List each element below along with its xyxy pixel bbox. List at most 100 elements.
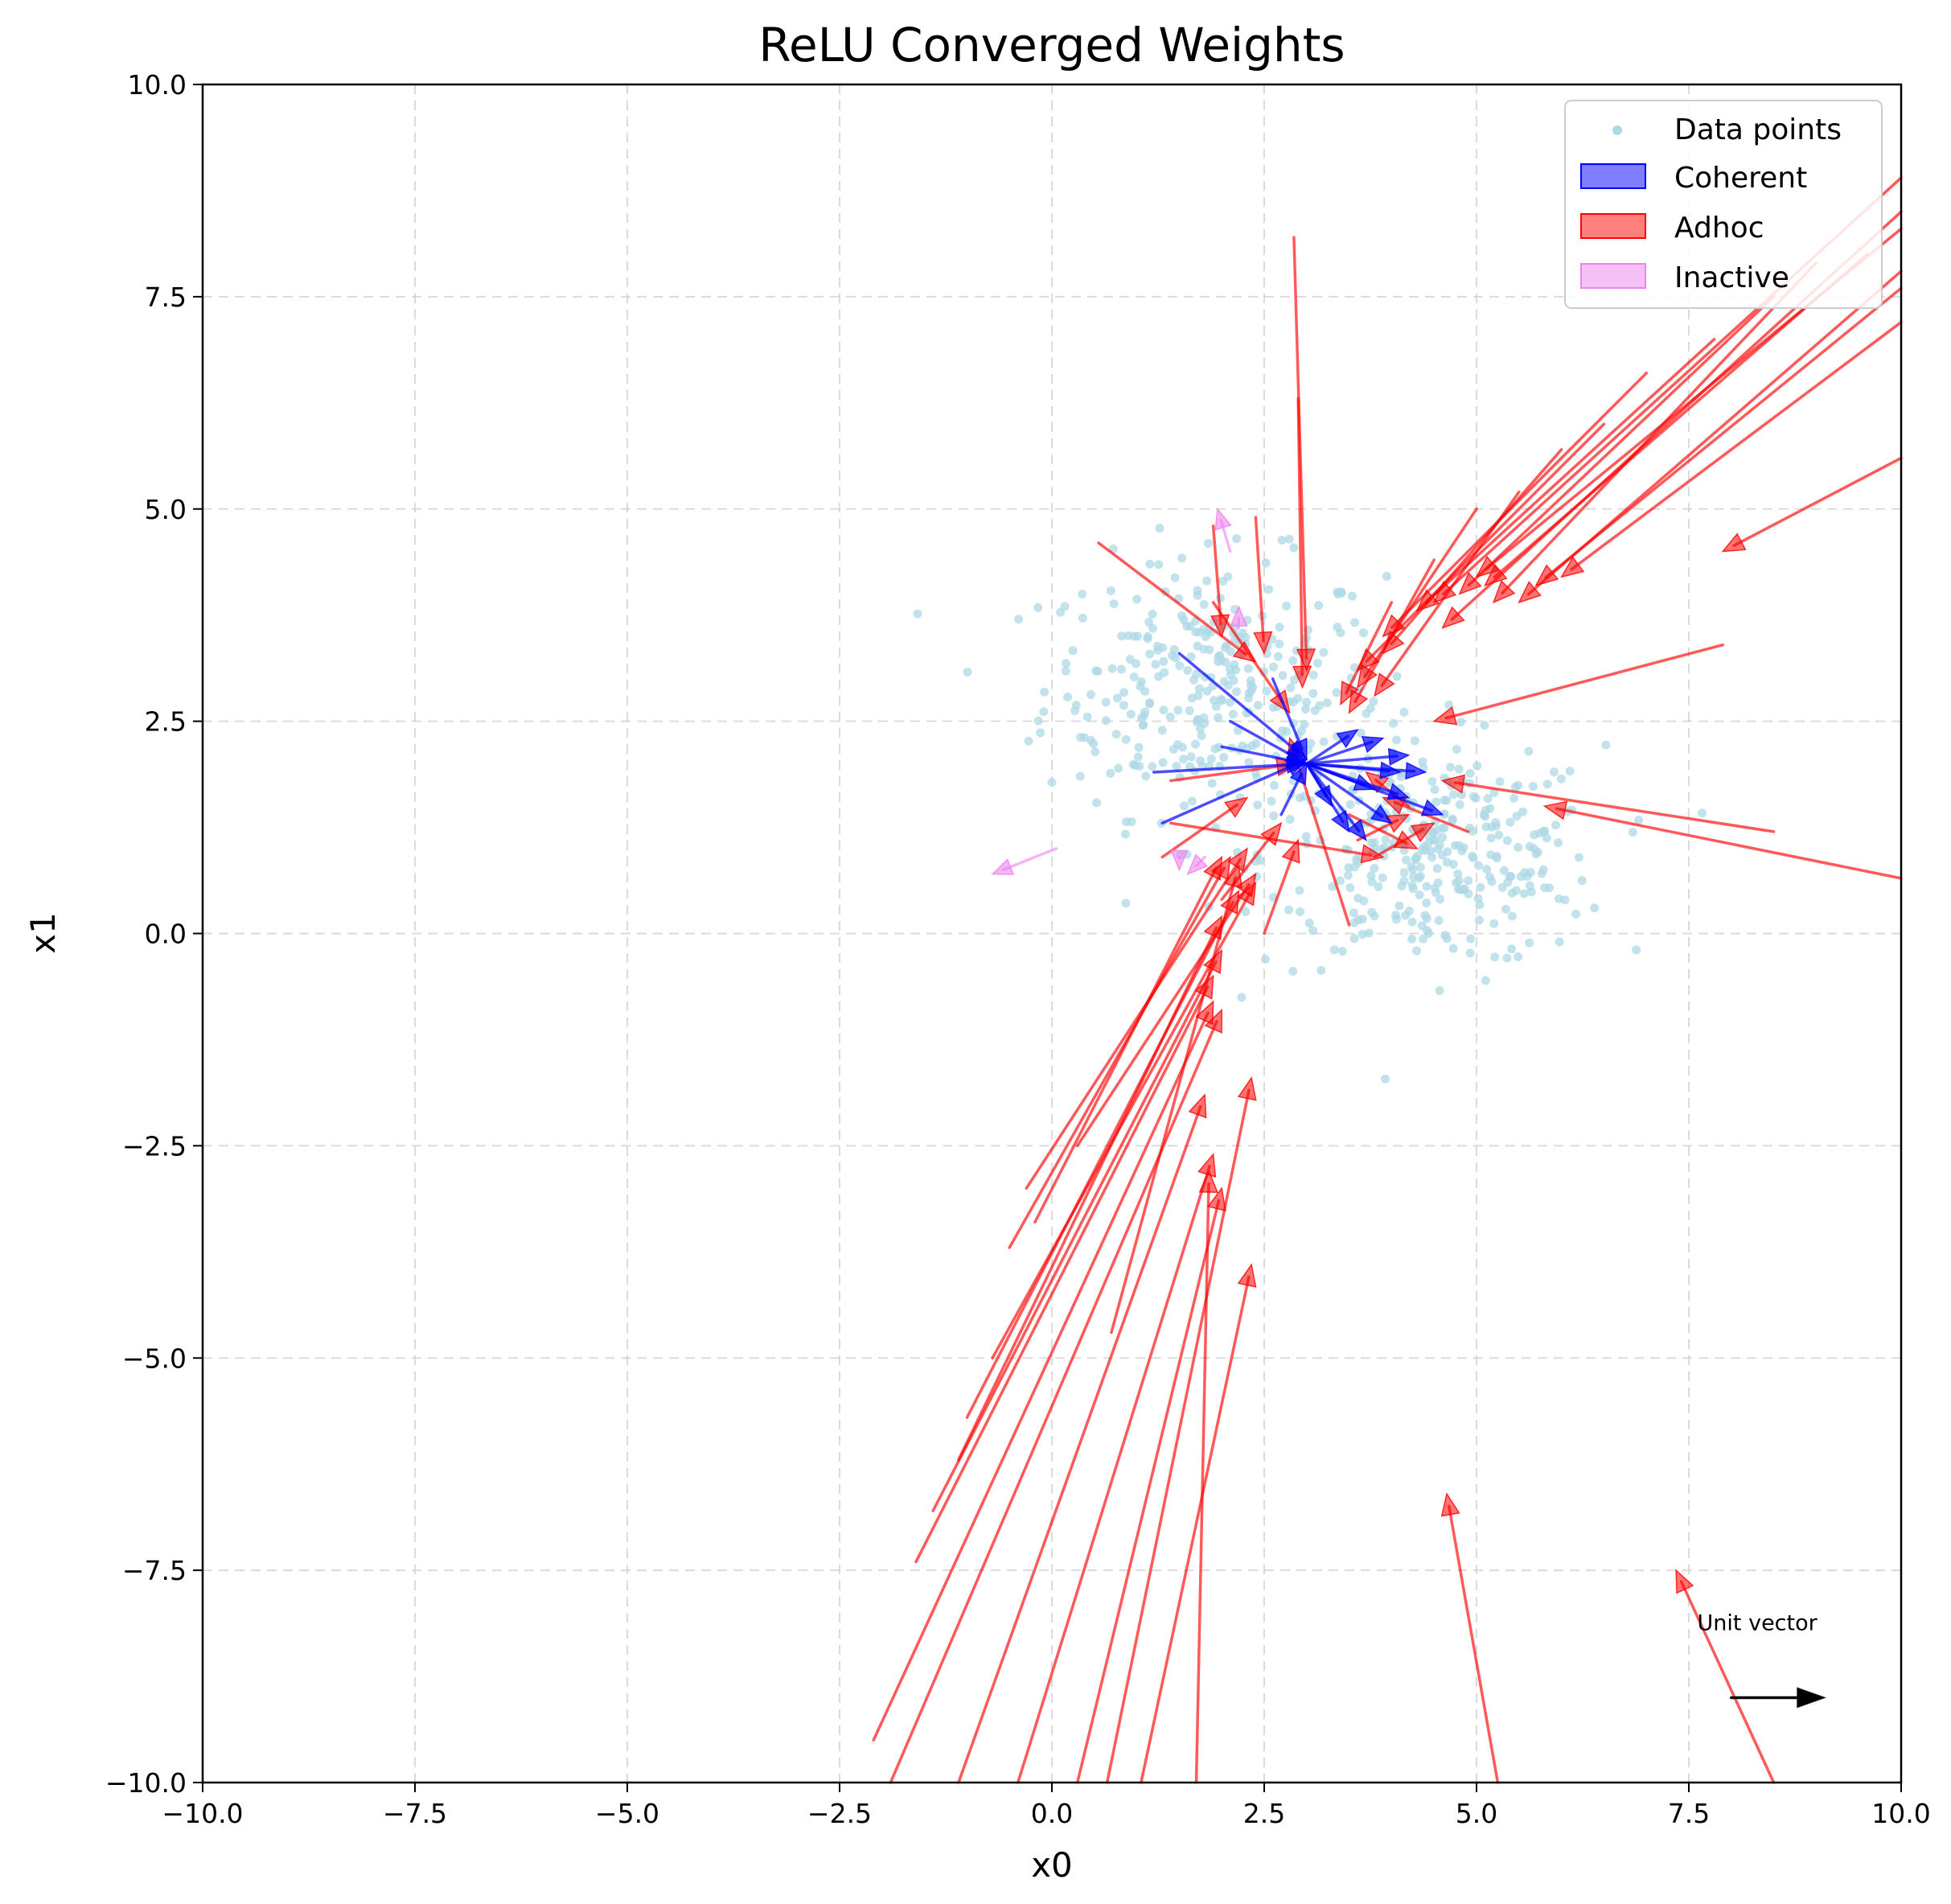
data-point	[1063, 693, 1073, 702]
data-point	[1237, 993, 1247, 1002]
data-point	[1351, 855, 1361, 865]
data-point	[1014, 615, 1024, 624]
data-point	[1415, 890, 1424, 900]
data-point	[1446, 763, 1456, 772]
data-point	[1505, 817, 1515, 827]
data-point	[1179, 801, 1189, 811]
legend-label-adhoc: Adhoc	[1674, 212, 1764, 245]
data-point	[1225, 697, 1234, 707]
data-point	[1036, 728, 1045, 738]
data-point	[1419, 934, 1428, 944]
data-point	[1101, 697, 1111, 707]
data-point	[1151, 660, 1160, 669]
data-point	[1474, 861, 1484, 870]
data-point	[1141, 771, 1151, 781]
data-point	[913, 609, 922, 619]
data-point	[1530, 830, 1539, 840]
unit-vector-annotation: Unit vector	[1698, 1611, 1827, 1709]
data-point	[1119, 688, 1129, 697]
data-point	[1278, 726, 1288, 735]
data-point	[1415, 862, 1425, 872]
data-point	[1358, 628, 1368, 638]
data-point	[1193, 714, 1202, 724]
data-point	[1244, 758, 1254, 767]
data-point	[1471, 793, 1481, 803]
data-point	[1499, 866, 1509, 875]
data-point	[1192, 669, 1201, 679]
adhoc-arrow	[1292, 397, 1312, 689]
data-point	[1068, 646, 1078, 656]
data-point	[1391, 735, 1401, 745]
x-tick-label: −5.0	[595, 1798, 659, 1829]
adhoc-arrow	[1025, 847, 1248, 1190]
x-axis-label: x0	[1031, 1845, 1073, 1885]
data-point	[1319, 737, 1329, 746]
data-point	[1399, 876, 1409, 886]
data-point	[1329, 945, 1339, 955]
data-point	[1228, 709, 1238, 719]
data-point	[1438, 824, 1448, 833]
legend-swatch-inactive	[1580, 263, 1646, 289]
data-point	[1319, 648, 1329, 657]
data-point	[1347, 591, 1357, 601]
data-point	[1511, 886, 1521, 895]
data-point	[1455, 800, 1464, 809]
data-point	[1170, 573, 1180, 582]
data-point	[1554, 894, 1563, 903]
data-point	[1205, 645, 1214, 655]
data-point	[1197, 731, 1206, 741]
data-point	[1275, 639, 1284, 648]
data-point	[1448, 860, 1458, 870]
data-point	[1107, 664, 1117, 673]
data-point	[1382, 572, 1391, 582]
data-point	[1415, 871, 1425, 881]
y-tick-label: 0.0	[145, 919, 187, 950]
y-tick-label: 2.5	[145, 706, 187, 738]
data-point	[1554, 838, 1563, 848]
data-point	[1111, 730, 1121, 739]
data-point	[1109, 599, 1119, 609]
data-point	[1411, 855, 1421, 865]
data-point	[1456, 718, 1465, 727]
data-point	[1221, 657, 1230, 667]
data-point	[1243, 664, 1253, 673]
data-point	[1483, 794, 1493, 804]
data-point	[1121, 899, 1131, 908]
data-point	[1177, 611, 1187, 621]
data-point	[1456, 885, 1465, 894]
data-point	[1332, 688, 1341, 697]
data-point	[1364, 928, 1374, 938]
data-point	[1106, 586, 1115, 595]
data-point	[1316, 965, 1326, 975]
data-point	[1101, 716, 1111, 726]
inactive-arrow	[1214, 507, 1232, 553]
data-point	[1121, 734, 1131, 744]
data-point	[1288, 656, 1298, 665]
data-point	[1136, 681, 1145, 691]
data-point	[1071, 701, 1081, 710]
data-point	[1510, 782, 1520, 792]
adhoc-arrow	[957, 1093, 1207, 1784]
data-point	[1154, 672, 1164, 681]
data-point	[1215, 651, 1225, 660]
data-point	[1039, 707, 1049, 717]
data-point	[1514, 952, 1523, 961]
data-point	[1267, 796, 1276, 806]
data-point	[1209, 696, 1218, 705]
data-point	[1430, 785, 1440, 795]
data-point	[1565, 767, 1575, 776]
data-point	[1343, 870, 1353, 880]
data-point	[1033, 602, 1043, 612]
data-point	[1370, 911, 1379, 921]
data-point	[1232, 687, 1242, 697]
data-point	[1438, 833, 1448, 842]
data-point	[1134, 742, 1144, 752]
y-axis-label: x1	[23, 912, 63, 954]
data-point	[1456, 790, 1466, 800]
x-tick-label: −7.5	[383, 1798, 447, 1829]
data-point	[1419, 841, 1429, 851]
x-tick-label: 2.5	[1243, 1798, 1285, 1829]
data-point	[1454, 876, 1464, 886]
legend-swatch-adhoc	[1580, 213, 1646, 239]
legend-label-points: Data points	[1674, 113, 1842, 146]
